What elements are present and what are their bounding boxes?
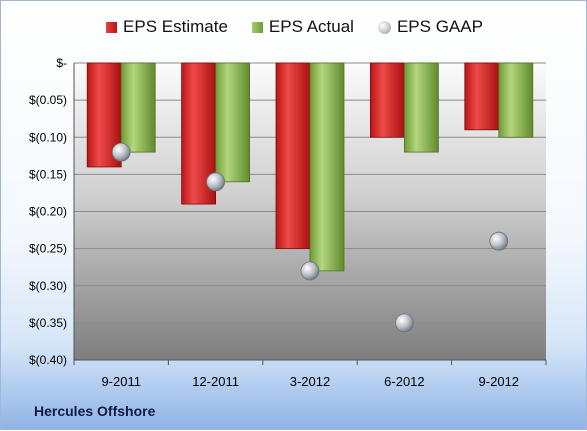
bar-eps-estimate — [275, 62, 311, 250]
legend-item-eps-gaap: EPS GAAP — [377, 17, 483, 37]
legend-label-eps-actual: EPS Actual — [268, 17, 354, 36]
point-eps-gaap — [300, 261, 320, 281]
point-eps-gaap — [111, 142, 131, 162]
y-tick-label: $(0.35) — [29, 316, 67, 330]
bar-eps-actual — [215, 62, 251, 183]
legend-item-eps-estimate: EPS Estimate — [106, 17, 228, 37]
y-tick-label: $(0.40) — [29, 353, 67, 367]
bar-eps-estimate — [464, 62, 500, 131]
x-tick-label: 6-2012 — [384, 374, 424, 389]
bar-eps-estimate — [369, 62, 405, 138]
legend: EPS Estimate EPS Actual EPS GAAP — [1, 17, 587, 37]
y-tick-label: $(0.30) — [29, 279, 67, 293]
legend-swatch-eps-actual — [251, 21, 263, 33]
x-tick-label: 12-2011 — [192, 374, 239, 389]
y-tick-label: $(0.05) — [29, 93, 67, 107]
legend-swatch-eps-gaap — [377, 20, 391, 34]
legend-label-eps-gaap: EPS GAAP — [396, 17, 483, 36]
y-tick-label: $(0.25) — [29, 242, 67, 256]
bar-eps-actual — [498, 62, 534, 138]
y-tick-label: $(0.10) — [29, 130, 67, 144]
legend-swatch-eps-estimate — [106, 21, 118, 33]
company-name: Hercules Offshore — [34, 403, 156, 419]
y-tick-label: $(0.20) — [29, 205, 67, 219]
x-tick-label: 9-2011 — [101, 374, 141, 389]
point-eps-gaap — [489, 231, 509, 251]
y-tick-label: $- — [56, 56, 67, 70]
y-tick-label: $(0.15) — [29, 167, 67, 181]
bar-eps-actual — [403, 62, 439, 153]
legend-label-eps-estimate: EPS Estimate — [123, 17, 228, 36]
x-tick-label: 9-2012 — [479, 374, 519, 389]
point-eps-gaap — [206, 172, 226, 192]
legend-item-eps-actual: EPS Actual — [251, 17, 354, 37]
bar-eps-actual — [309, 62, 345, 272]
bar-eps-actual — [120, 62, 156, 153]
point-eps-gaap — [394, 313, 414, 333]
x-tick-label: 3-2012 — [290, 374, 330, 389]
